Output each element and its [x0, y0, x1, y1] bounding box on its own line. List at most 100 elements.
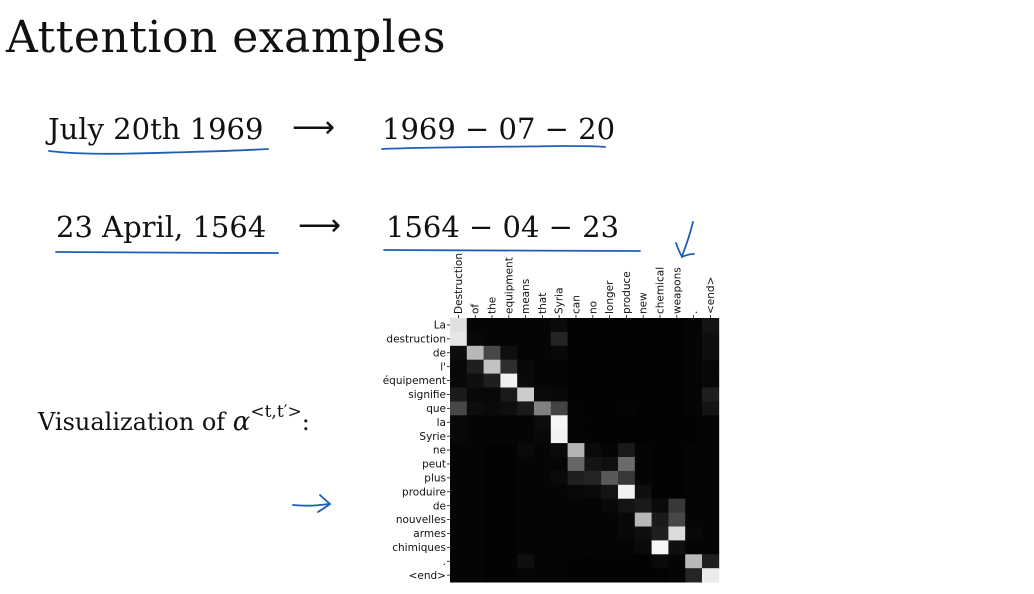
heatmap-cell: [534, 345, 552, 361]
heatmap-cell: [500, 318, 518, 333]
heatmap-cell: [567, 554, 585, 569]
heatmap-cell: [567, 429, 585, 444]
heatmap-cell: [685, 443, 703, 458]
heatmap-cell: [517, 554, 535, 569]
heatmap-cell: [534, 498, 552, 513]
heatmap-cell: [618, 512, 636, 527]
heatmap-cell: [584, 345, 602, 361]
heatmap-cell: [634, 345, 652, 361]
heatmap-column-label: new: [638, 292, 650, 314]
heatmap-cell: [584, 526, 602, 541]
heatmap-cell: [500, 498, 518, 513]
heatmap-cell: [550, 373, 568, 388]
heatmap-cell: [483, 318, 501, 333]
heatmap-cell: [466, 484, 484, 500]
heatmap-column-label: .: [688, 311, 700, 314]
heatmap-cell: [534, 387, 552, 402]
heatmap-cell: [634, 470, 652, 486]
heatmap-cell: [618, 526, 636, 541]
heatmap-cell: [500, 373, 518, 388]
heatmap-cell: [450, 443, 468, 458]
heatmap-cell: [466, 331, 484, 347]
heatmap-cell: [517, 318, 535, 333]
heatmap-cell: [702, 401, 720, 416]
heatmap-cell: [651, 512, 669, 527]
example-1-arrow: ⟶: [292, 110, 336, 145]
heatmap-cell: [483, 359, 501, 374]
heatmap-cell: [702, 443, 720, 458]
heatmap-cell: [500, 457, 518, 472]
heatmap-cell: [534, 359, 552, 374]
heatmap-cell: [601, 498, 619, 513]
heatmap-cell: [450, 373, 468, 388]
heatmap-cell: [466, 526, 484, 541]
heatmap-column-label: longer: [604, 280, 616, 314]
heatmap-cell: [517, 540, 535, 555]
heatmap-cell: [550, 415, 568, 430]
heatmap-cell: [601, 318, 619, 333]
heatmap-cell: [483, 526, 501, 541]
heatmap-row-label: armes: [413, 528, 446, 540]
heatmap-cell: [534, 457, 552, 472]
heatmap-column-label: of: [470, 304, 482, 314]
heatmap-cell: [534, 443, 552, 458]
heatmap-cell: [534, 415, 552, 430]
heatmap-cell: [702, 457, 720, 472]
heatmap-cell: [584, 443, 602, 458]
heatmap-row-label: équipement: [383, 375, 446, 387]
heatmap-cell: [500, 540, 518, 555]
heatmap-cell: [450, 470, 468, 486]
heatmap-cell: [483, 484, 501, 500]
heatmap-cell: [567, 387, 585, 402]
underline-example-1-output: [381, 145, 606, 150]
heatmap-row-label: plus: [424, 472, 446, 484]
heatmap-cell: [584, 429, 602, 444]
heatmap-cell: [702, 526, 720, 541]
heatmap-cell: [702, 429, 720, 444]
heatmap-cell: [500, 512, 518, 527]
heatmap-column-label: <end>: [705, 277, 717, 314]
heatmap-cell: [668, 498, 686, 513]
heatmap-cell: [517, 345, 535, 361]
heatmap-cell: [450, 554, 468, 569]
heatmap-cell: [685, 415, 703, 430]
heatmap-cell: [601, 345, 619, 361]
heatmap-row-label: <end>: [409, 570, 446, 582]
heatmap-cell: [651, 526, 669, 541]
heatmap-cell: [550, 540, 568, 555]
heatmap-cell: [584, 540, 602, 555]
heatmap-cell: [601, 401, 619, 416]
heatmap-cell: [517, 359, 535, 374]
heatmap-cell: [550, 331, 568, 347]
heatmap-column-label: can: [571, 295, 583, 314]
heatmap-cell: [567, 331, 585, 347]
heatmap-cell: [466, 470, 484, 486]
heatmap-cell: [702, 415, 720, 430]
heatmap-cell: [517, 484, 535, 500]
heatmap-cell: [500, 484, 518, 500]
heatmap-cell: [634, 401, 652, 416]
heatmap-row-label: chimiques: [392, 542, 446, 554]
heatmap-cell: [500, 443, 518, 458]
heatmap-cell: [685, 470, 703, 486]
heatmap-cell: [668, 429, 686, 444]
heatmap-cell: [668, 373, 686, 388]
heatmap-cell: [584, 484, 602, 500]
heatmap-cell: [500, 331, 518, 347]
heatmap-cell: [500, 554, 518, 569]
heatmap-column-label: the: [487, 297, 499, 314]
heatmap-cell: [601, 526, 619, 541]
heatmap-cell: [567, 470, 585, 486]
underline-example-2-input: [55, 251, 279, 254]
heatmap-cell: [685, 359, 703, 374]
heatmap-row-label: peut: [422, 459, 446, 471]
heatmap-cell: [634, 387, 652, 402]
heatmap-cell: [702, 331, 720, 347]
heatmap-background: [450, 318, 719, 583]
heatmap-cell: [668, 470, 686, 486]
heatmap-row-label: de: [433, 500, 446, 512]
heatmap-cell: [534, 484, 552, 500]
heatmap-cell: [550, 526, 568, 541]
heatmap-cell: [668, 512, 686, 527]
